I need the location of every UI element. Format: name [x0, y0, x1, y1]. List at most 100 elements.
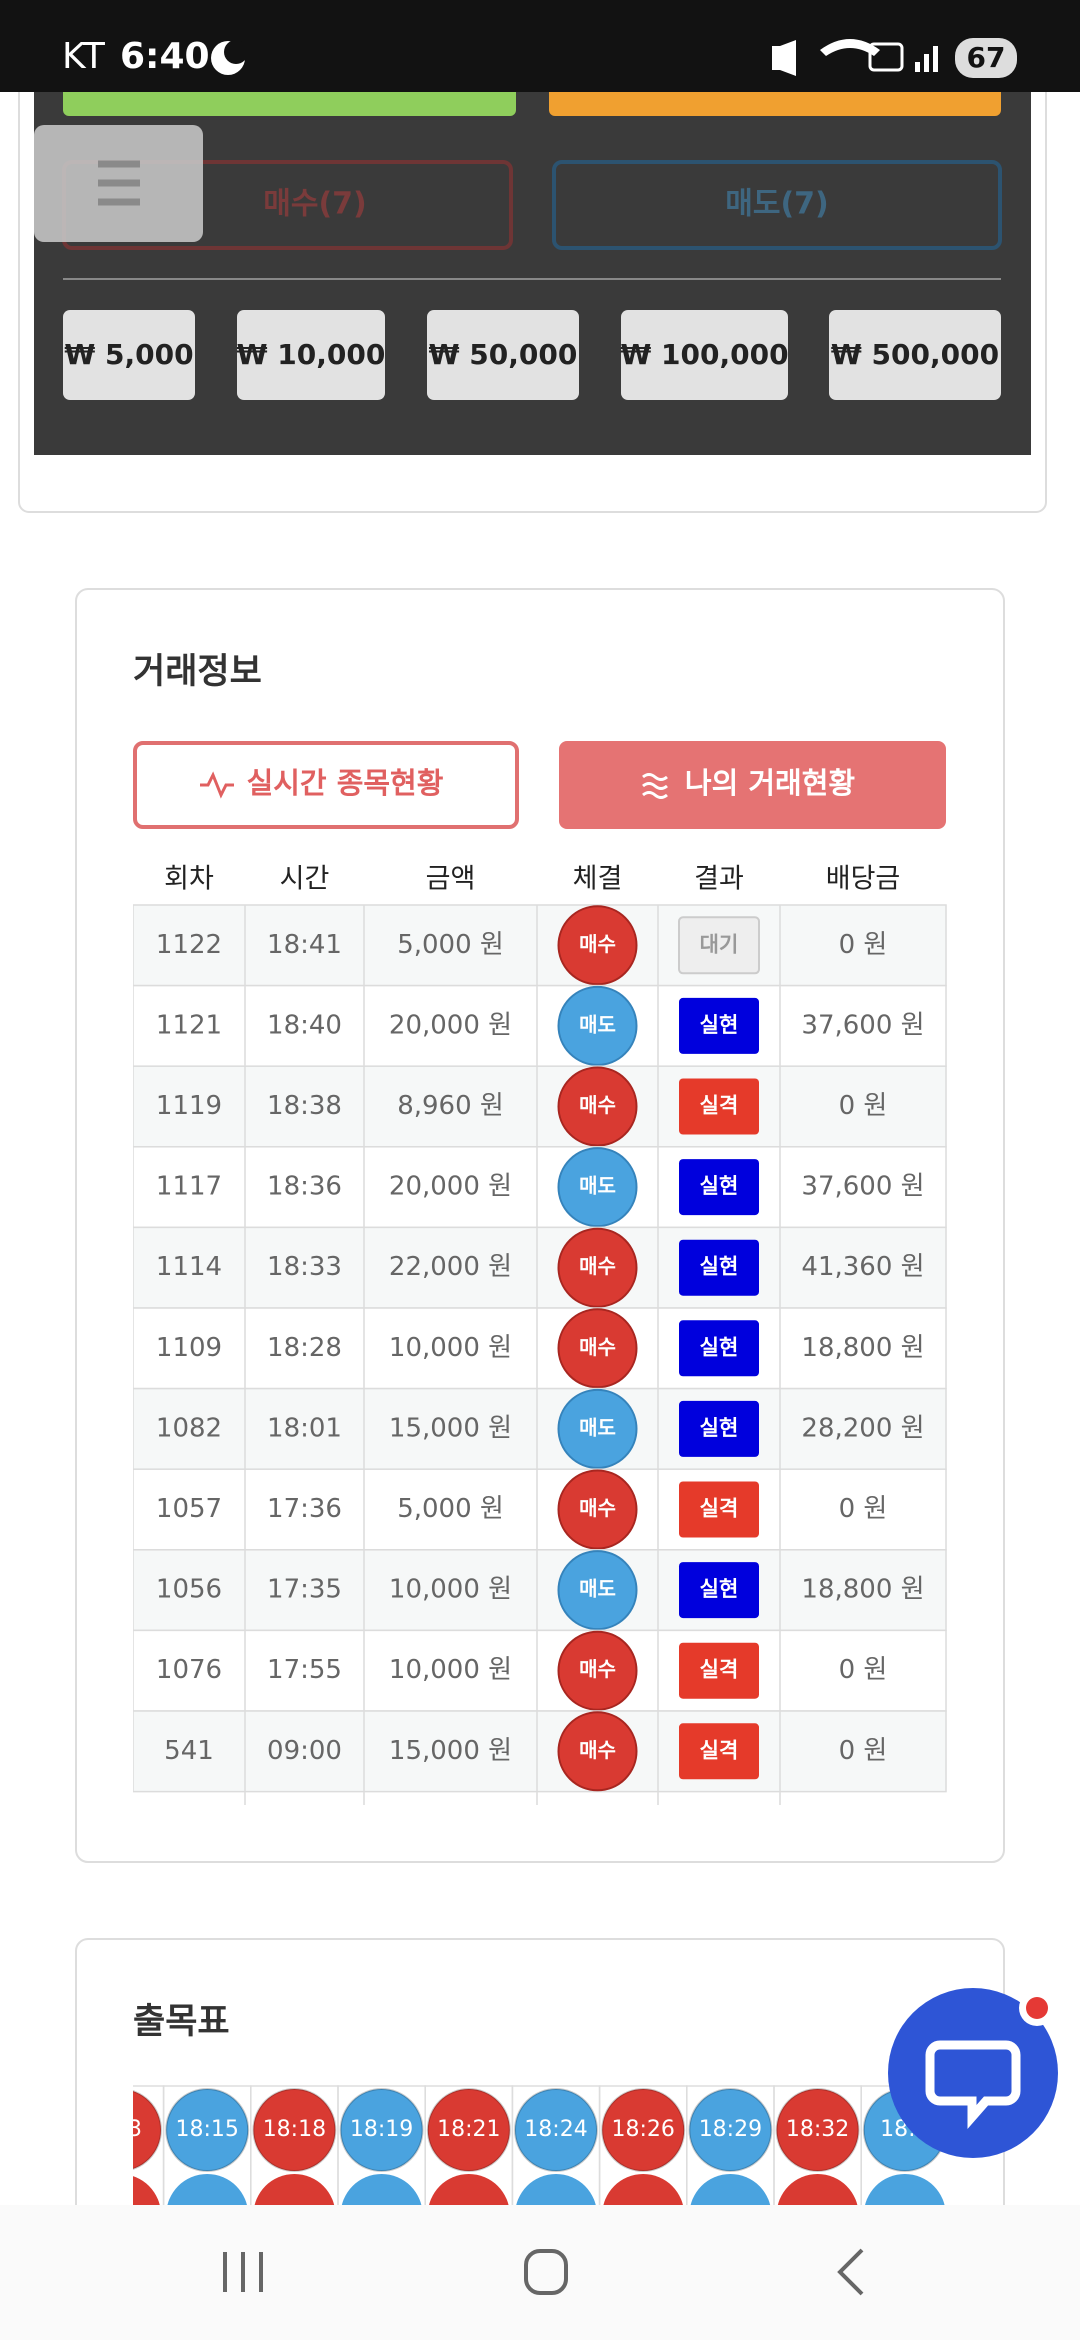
- side-label: 매도: [579, 1012, 616, 1036]
- result-label: 실현: [700, 1255, 739, 1279]
- table-cell: 28,200 원: [801, 1413, 924, 1443]
- table-cell: 18:33: [267, 1252, 342, 1282]
- moon-cut: [224, 40, 248, 64]
- side-badge: [557, 1711, 638, 1792]
- result-ball-next: [516, 2174, 596, 2205]
- amount-button[interactable]: [621, 310, 788, 400]
- result-label: 대기: [700, 932, 739, 956]
- ball-label: 18:18: [263, 2117, 326, 2142]
- column-header: 금액: [426, 864, 476, 895]
- amount-button[interactable]: [829, 310, 1001, 400]
- tab-label: 실시간 종목현황: [247, 766, 444, 800]
- column-header: 결과: [694, 864, 744, 895]
- result-ball: [426, 2088, 511, 2172]
- side-badge: [557, 1469, 638, 1550]
- result-ball: [252, 2088, 337, 2172]
- result-ball: [688, 2088, 773, 2172]
- result-label: 실현: [700, 1416, 739, 1440]
- result-ball: [601, 2088, 686, 2172]
- side-label: 매수: [579, 1093, 616, 1117]
- chat-button[interactable]: [888, 1988, 1058, 2158]
- table-row: [133, 1065, 947, 1148]
- clock: 6:40: [120, 36, 210, 77]
- table-cell: 1109: [156, 1333, 222, 1363]
- table-cell: 5,000 원: [397, 930, 504, 960]
- nav-bar: [0, 2205, 1080, 2340]
- table-cell: 17:35: [267, 1575, 342, 1605]
- table-cell: 09:00: [267, 1736, 342, 1766]
- battery: [955, 38, 1017, 78]
- column-header: 배당금: [826, 864, 901, 895]
- amount-label: ₩ 50,000: [429, 338, 578, 371]
- amount-button[interactable]: [237, 310, 385, 400]
- ball-label: 18:19: [350, 2117, 413, 2142]
- side-badge: [557, 905, 638, 986]
- section-title: 거래정보: [133, 652, 262, 692]
- side-badge: [557, 1388, 638, 1469]
- buy-button-label: 매수(7): [263, 187, 367, 222]
- table-cell: 22,000 원: [389, 1252, 512, 1282]
- amount-label: ₩ 500,000: [831, 338, 999, 371]
- ball-label: 3: [128, 2117, 142, 2142]
- table-cell: 10,000 원: [389, 1333, 512, 1363]
- result-ball: [165, 2088, 250, 2172]
- side-label: 매수: [579, 1335, 616, 1359]
- table-row: [133, 1146, 947, 1229]
- table-row: [133, 1387, 947, 1470]
- result-label: 실격: [700, 1658, 739, 1682]
- tab-mine[interactable]: [559, 741, 946, 829]
- result-label: 실격: [700, 1738, 739, 1762]
- table-cell: 18:41: [267, 930, 342, 960]
- table-row: [133, 1710, 947, 1793]
- table-cell: 541: [164, 1736, 214, 1766]
- battery-level: 67: [967, 41, 1006, 74]
- side-badge: [557, 1147, 638, 1228]
- table-cell: 37,600 원: [801, 1172, 924, 1202]
- ball-label: 18:32: [786, 2117, 849, 2142]
- result-badge: [679, 1159, 759, 1216]
- table-cell: 18:28: [267, 1333, 342, 1363]
- result-badge: [679, 1642, 759, 1699]
- sell-button[interactable]: [552, 160, 1002, 250]
- column-header: 체결: [573, 864, 623, 895]
- side-label: 매수: [579, 1657, 616, 1681]
- table-cell: 17:55: [267, 1655, 342, 1685]
- table-cell: 1056: [156, 1575, 222, 1605]
- carrier: KT: [62, 36, 106, 77]
- status-icons: [772, 39, 938, 76]
- result-badge: [679, 1320, 759, 1377]
- side-badge: [557, 1227, 638, 1308]
- chat-icon: [925, 2040, 1021, 2129]
- amount-label: ₩ 10,000: [237, 338, 386, 371]
- result-label: 실현: [700, 1577, 739, 1601]
- table-cell: 5,000 원: [397, 1494, 504, 1524]
- side-badge: [557, 1630, 638, 1711]
- tab-realtime[interactable]: [133, 741, 519, 829]
- table-cell: 1082: [156, 1413, 222, 1443]
- result-label: 실현: [700, 1335, 739, 1359]
- table-cell: 1076: [156, 1655, 222, 1685]
- side-label: 매수: [579, 1496, 616, 1520]
- result-badge: [679, 1400, 759, 1457]
- chat-badge: [1026, 1997, 1048, 2019]
- side-label: 매도: [579, 1415, 616, 1439]
- result-badge: [679, 1562, 759, 1619]
- table-cell: 18,800 원: [801, 1575, 924, 1605]
- table-row: [133, 1307, 947, 1390]
- side-badge: [557, 1308, 638, 1389]
- amount-button[interactable]: [427, 310, 579, 400]
- result-label: 실현: [700, 1174, 739, 1198]
- table-cell: 0 원: [839, 1655, 888, 1685]
- side-badge: [557, 985, 638, 1066]
- table-cell: 18:01: [267, 1413, 342, 1443]
- table-cell: 1117: [156, 1172, 222, 1202]
- amount-button[interactable]: [63, 310, 195, 400]
- sell-button-label: 매도(7): [725, 187, 829, 222]
- table-row: [133, 1629, 947, 1712]
- side-label: 매수: [579, 1738, 616, 1762]
- table-cell: 0 원: [839, 1494, 888, 1524]
- table-cell: 17:36: [267, 1494, 342, 1524]
- amount-label: ₩ 5,000: [64, 338, 193, 371]
